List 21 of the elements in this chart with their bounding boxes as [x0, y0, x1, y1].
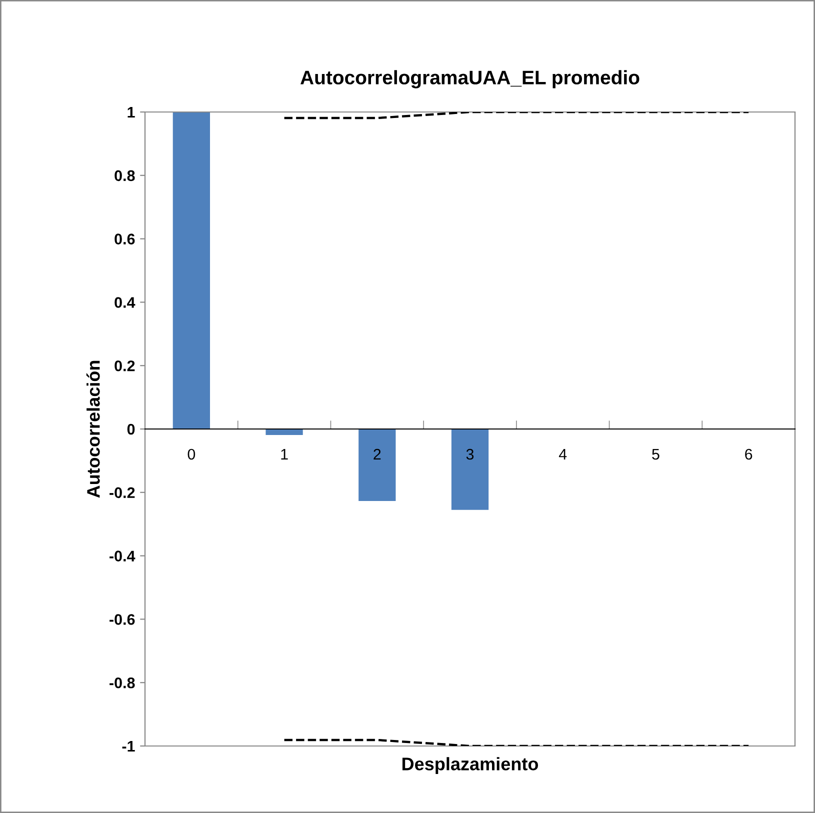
chart-title: AutocorrelogramaUAA_EL promedio [300, 70, 640, 88]
y-tick-label: -0.8 [110, 677, 135, 688]
y-tick-label: -0.2 [110, 487, 135, 498]
y-tick-label: 1 [128, 107, 135, 118]
x-axis-title: Desplazamiento [402, 757, 538, 774]
y-tick-label: 0.8 [114, 170, 135, 182]
y-tick-label: 0.6 [114, 234, 135, 244]
y-axis-title: Autocorrelación [86, 360, 100, 498]
y-tick-label: 0.4 [114, 297, 136, 308]
x-tick-label: 1 [281, 449, 288, 460]
x-tick-label: 4 [558, 449, 567, 460]
y-tick-label: -1 [122, 741, 135, 752]
y-tick-label: 0 [127, 424, 135, 435]
y-tick-label: -0.4 [110, 550, 136, 562]
y-tick-label: -0.6 [110, 614, 135, 625]
x-tick-label: 3 [466, 448, 474, 460]
x-tick-label: 5 [652, 449, 660, 460]
x-tick-label: 2 [374, 448, 381, 460]
x-tick-label: 0 [188, 448, 196, 460]
y-tick-label: 0.2 [114, 360, 135, 372]
x-tick-label: 6 [745, 448, 752, 460]
